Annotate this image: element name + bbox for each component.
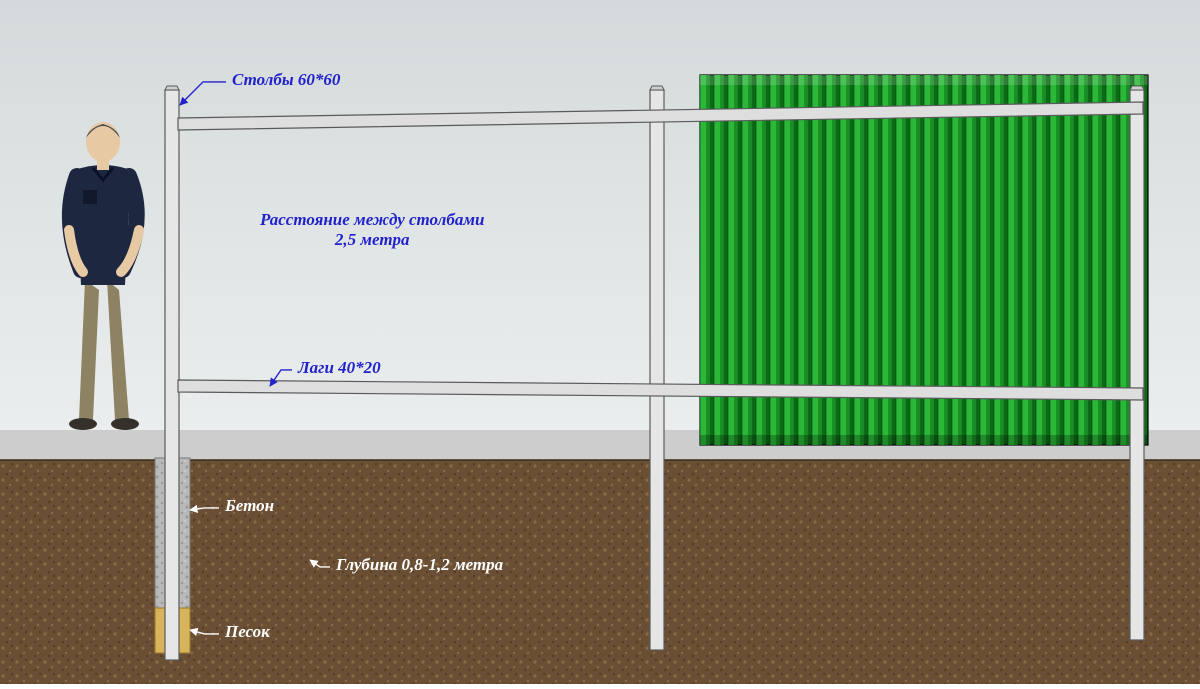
label-spacing: Расстояние между столбами 2,5 метра: [260, 210, 484, 250]
post: [650, 86, 664, 650]
fence-diagram: [0, 0, 1200, 684]
post: [165, 86, 179, 660]
post: [1130, 86, 1144, 640]
label-rails: Лаги 40*20: [298, 358, 381, 378]
label-sand: Песок: [225, 622, 270, 642]
label-concrete: Бетон: [225, 496, 274, 516]
label-posts: Столбы 60*60: [232, 70, 340, 90]
label-depth: Глубина 0,8-1,2 метра: [336, 555, 503, 575]
